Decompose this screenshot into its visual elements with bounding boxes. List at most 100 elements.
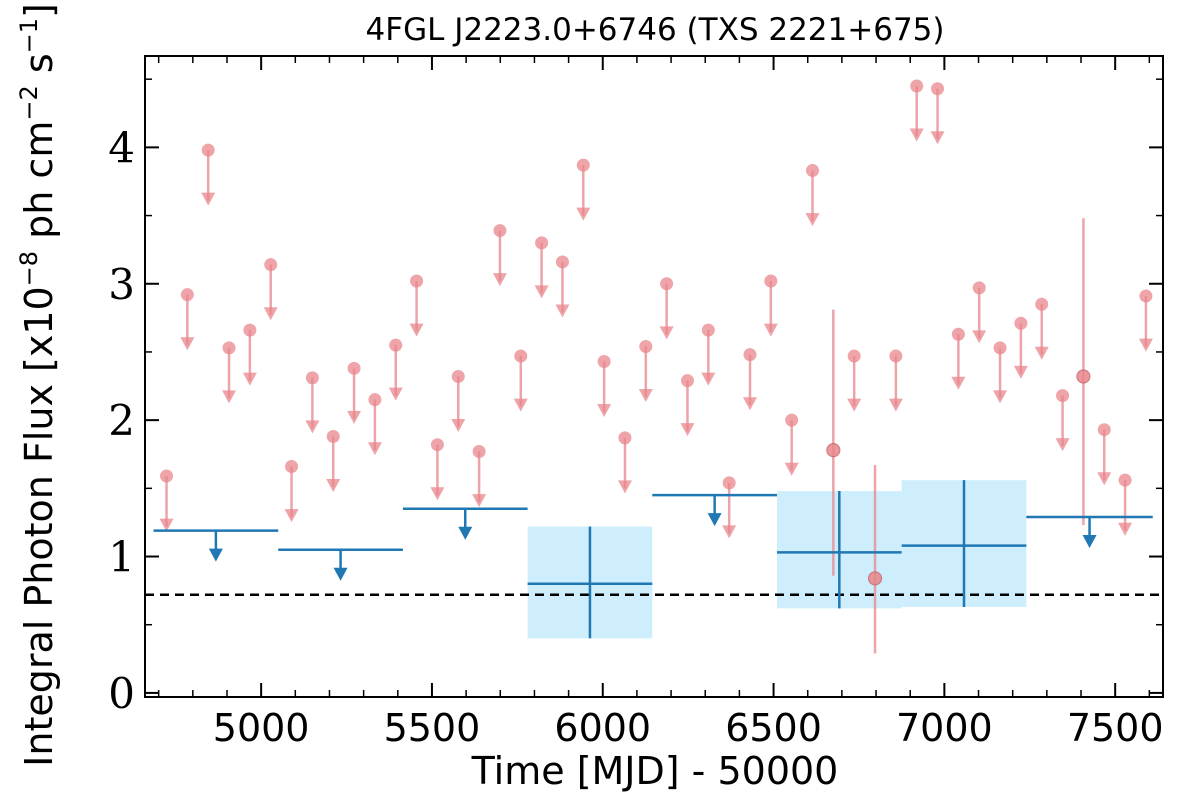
- data-point: [597, 354, 611, 368]
- data-point: [451, 370, 465, 383]
- upper-limit-arrowhead: [180, 337, 195, 351]
- upper-limit-arrowhead: [208, 548, 223, 562]
- detection-bands: [527, 480, 1027, 639]
- data-point: [305, 371, 319, 385]
- upper-limit-arrowhead: [597, 404, 612, 418]
- upper-limit-arrowhead: [451, 419, 466, 433]
- data-point: [972, 281, 986, 295]
- upper-limit-arrowhead: [701, 372, 716, 386]
- data-point: [764, 274, 778, 288]
- y-label-end: ]: [17, 3, 61, 18]
- data-point: [1035, 297, 1049, 311]
- data-point: [806, 164, 820, 178]
- upper-limit-arrowhead: [458, 526, 473, 540]
- x-axis-label: Time [MJD] - 50000: [471, 749, 839, 793]
- data-point: [264, 258, 278, 272]
- upper-limit-arrowhead: [555, 304, 570, 318]
- upper-limit-arrowhead: [430, 487, 445, 501]
- y-tick-label: 4: [108, 123, 135, 172]
- y-label-exp3: −1: [15, 18, 43, 53]
- upper-limit-arrowhead: [263, 307, 278, 321]
- upper-limit-arrowhead: [534, 285, 549, 299]
- upper-limit-arrowhead: [805, 213, 820, 227]
- data-point: [555, 255, 569, 269]
- data-point: [847, 349, 861, 363]
- data-point: [722, 476, 736, 490]
- plot-frame: [144, 55, 1164, 698]
- upper-limit-arrowhead: [242, 372, 257, 386]
- upper-limit-arrowhead: [367, 442, 382, 456]
- upper-limit-arrowhead: [201, 192, 216, 206]
- data-point: [368, 393, 382, 407]
- data-point: [1097, 423, 1111, 437]
- x-tick-label: 5000: [213, 706, 310, 750]
- upper-limit-arrowhead: [472, 494, 487, 508]
- upper-limit-arrowhead: [784, 462, 799, 476]
- upper-limit-arrowhead: [847, 398, 862, 412]
- tick-group: 5000 5500 6000 6500 7000 7500 0 1 2 3 4: [108, 56, 1164, 750]
- upper-limit-arrowhead: [680, 423, 695, 437]
- x-tick-label: 7000: [896, 706, 993, 750]
- upper-limit-arrowhead: [347, 410, 362, 424]
- upper-limit-arrowhead: [388, 387, 403, 401]
- data-point: [639, 339, 653, 353]
- upper-limit-arrowhead: [888, 398, 903, 412]
- upper-limit-arrowhead: [333, 567, 348, 581]
- data-point: [347, 361, 361, 375]
- upper-limit-arrowhead: [1082, 534, 1097, 548]
- data-point: [618, 431, 632, 445]
- data-point: [785, 413, 799, 427]
- upper-limit-arrowhead: [742, 397, 757, 411]
- data-point: [430, 438, 444, 452]
- upper-limit-arrowhead: [722, 525, 737, 539]
- data-point: [931, 82, 945, 96]
- x-tick-label: 6000: [554, 706, 651, 750]
- y-axis-label: Integral Photon Flux [x10−8 ph cm−2 s−1]: [15, 3, 61, 767]
- data-point: [326, 430, 340, 444]
- upper-limit-arrowhead: [707, 513, 722, 527]
- x-tick-label: 6500: [725, 706, 822, 750]
- data-point: [701, 323, 715, 337]
- data-point: [535, 236, 549, 250]
- data-point: [951, 327, 965, 341]
- upper-limit-arrowhead: [972, 330, 987, 344]
- chart-title: 4FGL J2223.0+6746 (TXS 2221+675): [366, 12, 945, 48]
- data-point: [285, 460, 299, 474]
- upper-limit-arrowhead: [1138, 338, 1153, 352]
- y-tick-label: 2: [108, 396, 135, 445]
- data-point: [680, 374, 694, 388]
- data-point: [660, 277, 674, 291]
- data-point: [222, 341, 236, 355]
- data-point: [910, 79, 924, 93]
- data-point: [493, 224, 507, 238]
- data-marks: [153, 79, 1153, 654]
- y-label-exp1: −8: [15, 251, 43, 286]
- data-point: [576, 158, 590, 172]
- data-point: [410, 274, 424, 288]
- upper-limit-arrowhead: [326, 479, 341, 493]
- data-point: [867, 571, 883, 586]
- upper-limit-arrowhead: [1034, 346, 1049, 360]
- data-point: [160, 469, 174, 483]
- data-point: [243, 323, 257, 337]
- axes: [144, 55, 1164, 698]
- x-tick-label: 5500: [384, 706, 481, 750]
- upper-limit-arrowhead: [492, 273, 507, 287]
- y-tick-label: 0: [108, 669, 135, 718]
- data-point: [1118, 473, 1132, 487]
- y-label-exp2: −2: [15, 85, 43, 120]
- upper-limit-arrowhead: [763, 323, 778, 337]
- upper-limit-arrowhead: [638, 389, 653, 403]
- data-point: [826, 443, 841, 458]
- upper-limit-arrowhead: [513, 398, 528, 412]
- y-label-main: Integral Photon Flux [x10: [17, 286, 61, 767]
- data-point: [1056, 389, 1070, 403]
- upper-limit-arrowhead: [305, 420, 320, 434]
- y-label-mid2: s: [17, 53, 61, 85]
- data-point: [472, 445, 486, 459]
- data-point: [993, 341, 1007, 355]
- upper-limit-arrowhead: [909, 128, 924, 142]
- upper-limit-arrowhead: [576, 207, 591, 221]
- data-point: [514, 349, 528, 363]
